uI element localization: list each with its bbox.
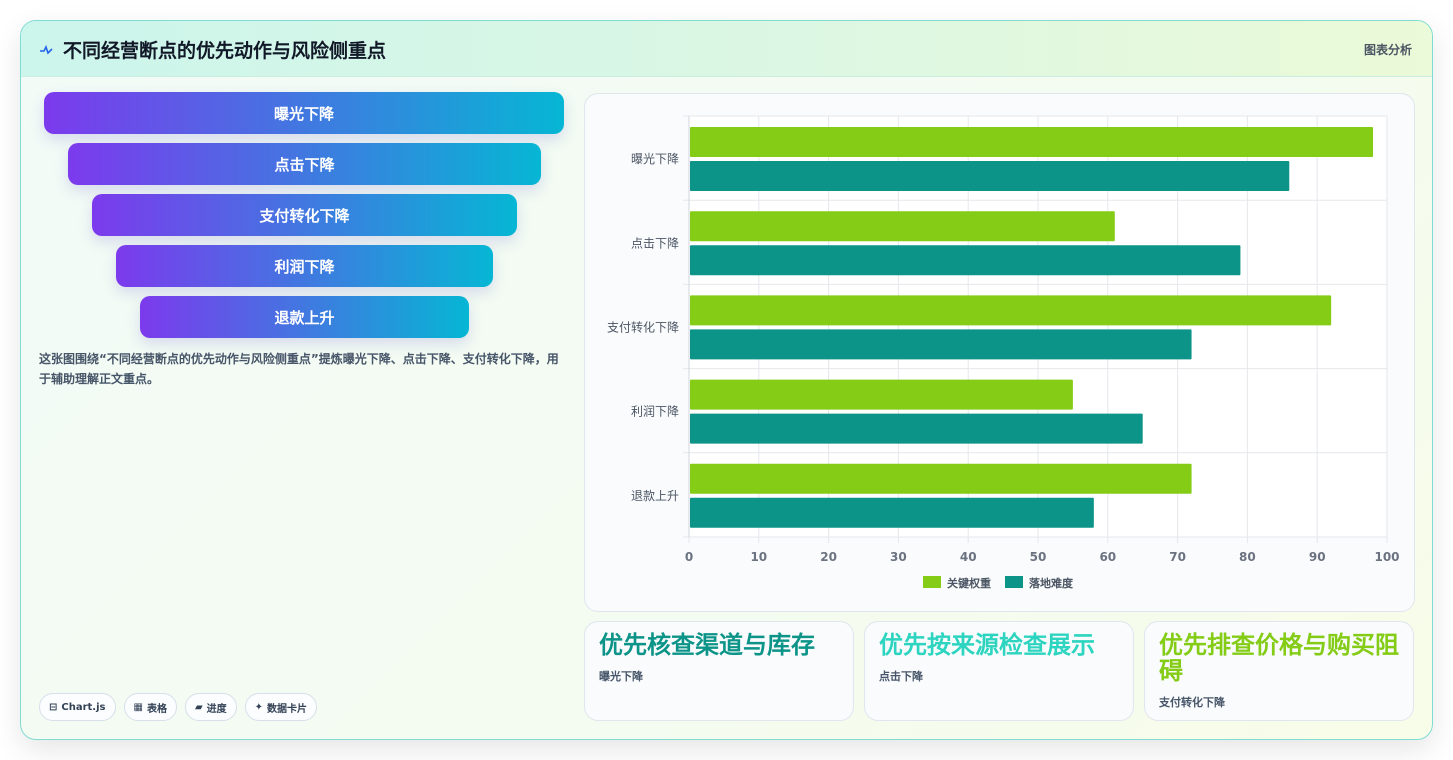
bar xyxy=(690,329,1192,360)
pulse-icon xyxy=(39,41,53,60)
bar xyxy=(690,295,1332,326)
chip-data-card[interactable]: ✦ 数据卡片 xyxy=(244,693,318,721)
analysis-card: 不同经营断点的优先动作与风险侧重点 图表分析 曝光下降 点击下降 支付转化下降 … xyxy=(20,20,1433,740)
funnel-stage[interactable]: 曝光下降 xyxy=(44,92,564,134)
x-tick-label: 90 xyxy=(1309,550,1326,564)
y-tick-label: 点击下降 xyxy=(631,236,679,250)
card-header: 不同经营断点的优先动作与风险侧重点 图表分析 xyxy=(21,21,1432,77)
funnel-stage[interactable]: 点击下降 xyxy=(68,143,541,185)
bar xyxy=(690,463,1192,494)
y-tick-label: 支付转化下降 xyxy=(607,320,679,335)
x-tick-label: 50 xyxy=(1030,550,1047,564)
progress-icon: ▰ xyxy=(194,701,203,713)
chip-label: Chart.js xyxy=(61,701,106,713)
legend-label: 关键权重 xyxy=(947,576,991,590)
page-title: 不同经营断点的优先动作与风险侧重点 xyxy=(63,40,387,62)
chip-table[interactable]: ▦ 表格 xyxy=(123,693,177,721)
y-tick-label: 利润下降 xyxy=(631,405,679,419)
chip-label: 表格 xyxy=(146,703,167,715)
chart-panel: 0 10 20 30 40 50 60 70 80 90 100 曝光下降点击下降支付转化下降利润下降… xyxy=(584,93,1415,612)
legend-swatch xyxy=(1005,576,1023,588)
x-tick-label: 60 xyxy=(1099,550,1116,564)
x-tick-label: 10 xyxy=(750,550,767,564)
bar xyxy=(690,413,1143,444)
bar xyxy=(690,497,1094,528)
x-tick-label: 30 xyxy=(890,550,907,564)
bar xyxy=(690,127,1374,157)
sparkle-icon: ✦ xyxy=(254,701,264,713)
y-tick-label: 曝光下降 xyxy=(631,152,679,166)
table-icon: ▦ xyxy=(133,701,143,713)
x-tick-label: 70 xyxy=(1169,550,1186,564)
bar xyxy=(690,161,1290,191)
chart-analysis-tag: 图表分析 xyxy=(1363,43,1412,57)
x-tick-label: 40 xyxy=(960,550,977,564)
action-card-sub: 支付转化下降 xyxy=(1159,696,1225,709)
action-card[interactable]: 优先排查价格与购买阻碍 支付转化下降 xyxy=(1144,621,1414,721)
action-card-title: 优先按来源检查展示 xyxy=(879,631,1095,659)
action-card-title: 优先排查价格与购买阻碍 xyxy=(1159,631,1399,685)
chip-row: ⊟ Chart.js ▦ 表格 ▰ 进度 ✦ 数据卡片 xyxy=(39,693,318,721)
action-card[interactable]: 优先核查渠道与库存 曝光下降 xyxy=(584,621,854,721)
legend-label: 落地难度 xyxy=(1029,576,1074,590)
bar xyxy=(690,245,1241,276)
bar-chart: 0 10 20 30 40 50 60 70 80 90 100 曝光下降点击下降支付转化下降利润下降… xyxy=(607,115,1400,590)
funnel-stage[interactable]: 支付转化下降 xyxy=(92,194,517,236)
x-tick-label: 0 xyxy=(685,550,693,564)
x-tick-label: 100 xyxy=(1374,550,1399,564)
y-tick-label: 退款上升 xyxy=(631,489,679,503)
chip-label: 数据卡片 xyxy=(267,703,308,715)
action-card-sub: 点击下降 xyxy=(879,670,923,683)
action-card-title: 优先核查渠道与库存 xyxy=(599,631,815,659)
funnel-stage[interactable]: 退款上升 xyxy=(140,296,469,338)
legend-swatch xyxy=(923,576,941,588)
chip-label: 进度 xyxy=(206,703,227,715)
action-card-sub: 曝光下降 xyxy=(599,670,643,683)
bar xyxy=(690,211,1115,242)
x-tick-label: 20 xyxy=(820,550,837,564)
chip-chartjs[interactable]: ⊟ Chart.js xyxy=(39,693,116,721)
funnel-stage[interactable]: 利润下降 xyxy=(116,245,493,287)
x-tick-label: 80 xyxy=(1239,550,1256,564)
chip-progress[interactable]: ▰ 进度 xyxy=(184,693,237,721)
chart-description: 这张图围绕“不同经营断点的优先动作与风险侧重点”提炼曝光下降、点击下降、支付转化… xyxy=(39,352,559,386)
action-card[interactable]: 优先按来源检查展示 点击下降 xyxy=(864,621,1134,721)
bar xyxy=(690,379,1073,410)
chart-icon: ⊟ xyxy=(49,701,58,713)
